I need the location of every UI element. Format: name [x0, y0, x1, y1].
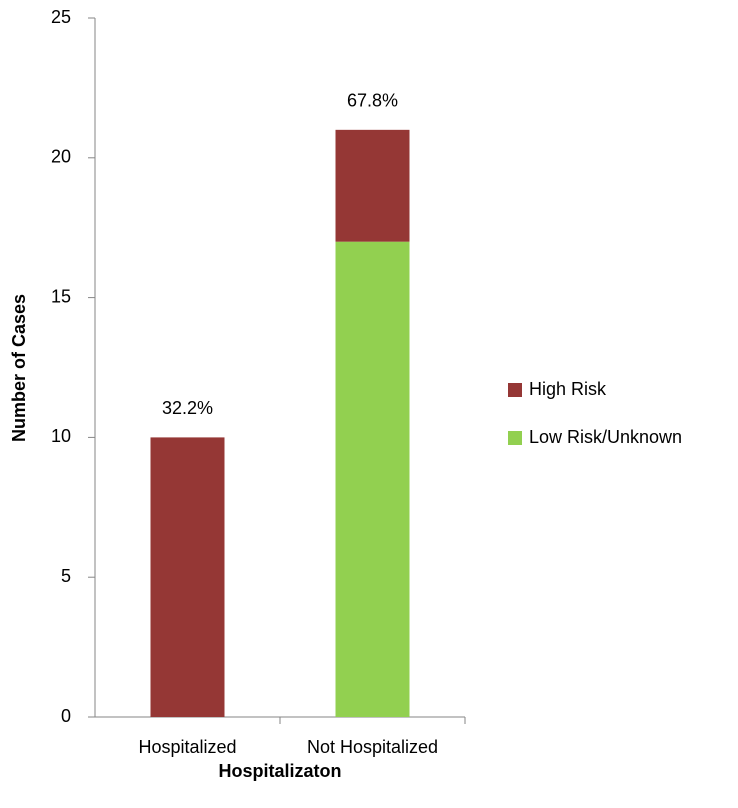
y-tick-label: 5	[61, 566, 71, 586]
y-tick-label: 15	[51, 286, 71, 306]
x-axis-title: Hospitalizaton	[218, 761, 341, 781]
bar-segment	[150, 437, 225, 717]
legend-label: Low Risk/Unknown	[529, 427, 682, 447]
y-tick-label: 25	[51, 7, 71, 27]
legend-label: High Risk	[529, 379, 607, 399]
y-tick-label: 0	[61, 706, 71, 726]
legend-swatch	[508, 383, 522, 397]
total-label: 32.2%	[162, 398, 213, 418]
x-tick-label: Not Hospitalized	[307, 737, 438, 757]
bar-segment	[335, 241, 410, 717]
y-tick-label: 20	[51, 147, 71, 167]
x-tick-label: Hospitalized	[138, 737, 236, 757]
y-axis-title: Number of Cases	[9, 294, 29, 442]
bar-segment	[335, 129, 410, 242]
total-label: 67.8%	[347, 91, 398, 111]
legend-swatch	[508, 431, 522, 445]
y-tick-label: 10	[51, 426, 71, 446]
